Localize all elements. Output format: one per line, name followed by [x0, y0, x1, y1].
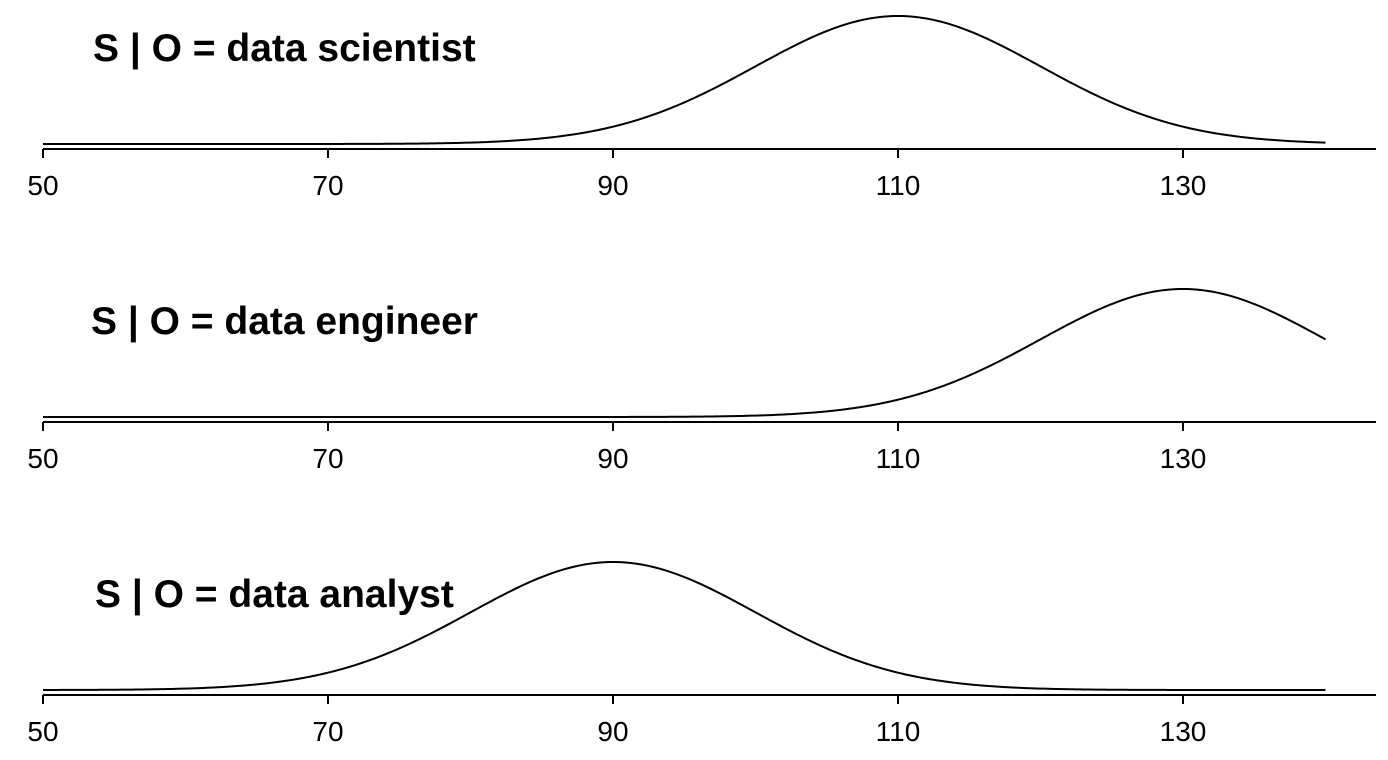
x-tick-label: 110 [876, 716, 921, 747]
density-panel-1: S | O = data scientist 50 70 90 110 130 [27, 14, 1376, 201]
x-tick-label: 90 [597, 443, 628, 474]
x-tick-label: 70 [312, 716, 343, 747]
x-tick-label: 130 [1160, 443, 1207, 474]
density-panel-3: S | O = data analyst 50 70 90 110 130 [27, 560, 1376, 747]
x-tick-label: 130 [1160, 716, 1207, 747]
density-panel-2: S | O = data engineer 50 70 90 110 130 [27, 287, 1376, 474]
x-tick-label: 110 [876, 443, 921, 474]
density-curve [43, 14, 1326, 145]
x-tick-label: 130 [1160, 170, 1207, 201]
x-tick-label: 50 [27, 716, 58, 747]
x-tick-label: 70 [312, 170, 343, 201]
panel-title: S | O = data analyst [95, 573, 454, 616]
x-tick-label: 70 [312, 443, 343, 474]
x-tick-label: 90 [597, 716, 628, 747]
panel-title: S | O = data scientist [93, 27, 476, 70]
x-tick-label: 110 [876, 170, 921, 201]
panel-title: S | O = data engineer [91, 300, 478, 343]
x-tick-label: 90 [597, 170, 628, 201]
density-curve [43, 287, 1326, 418]
x-tick-label: 50 [27, 443, 58, 474]
x-tick-label: 50 [27, 170, 58, 201]
density-curve [42, 560, 1326, 691]
